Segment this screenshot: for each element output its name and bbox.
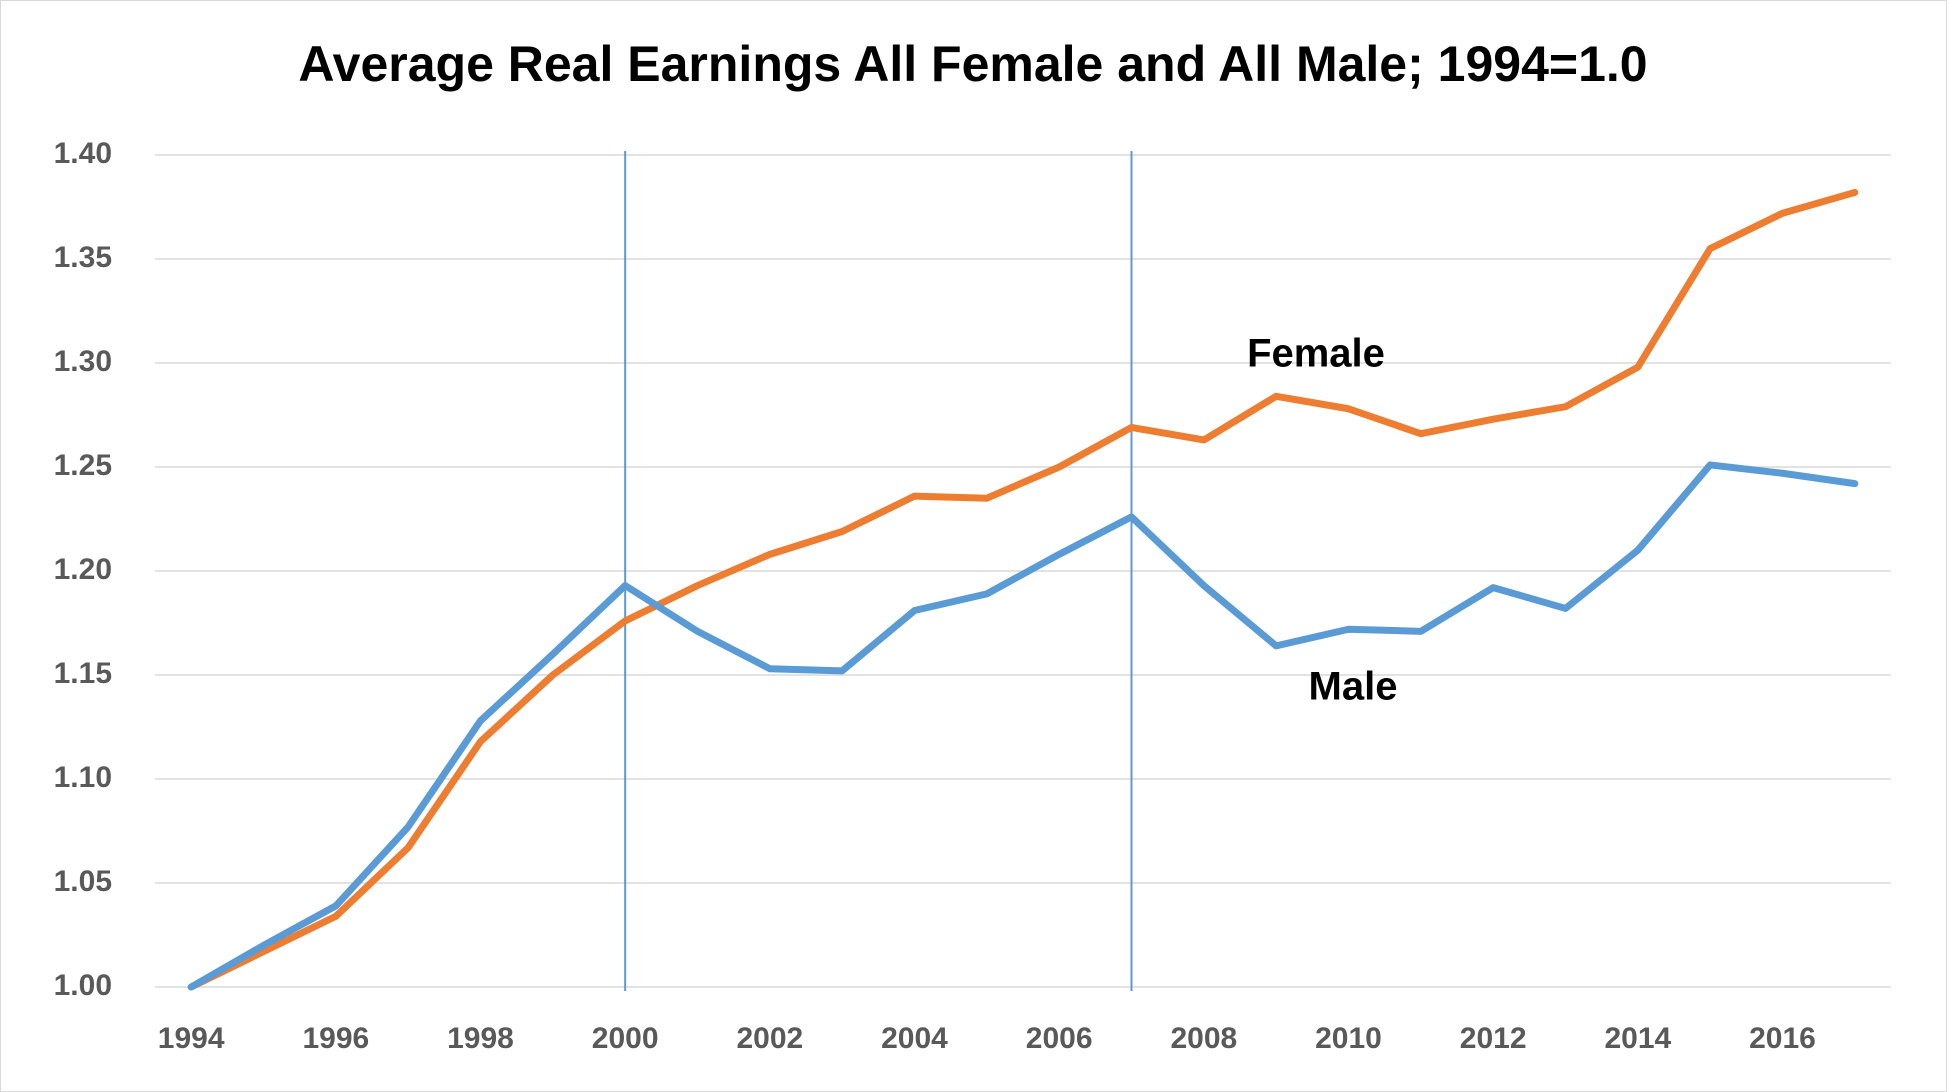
y-tick-label: 1.15 <box>54 657 112 690</box>
chart-title: Average Real Earnings All Female and All… <box>298 36 1647 92</box>
x-tick-label: 2000 <box>592 1022 659 1055</box>
x-tick-label: 2016 <box>1749 1022 1816 1055</box>
data-line <box>187 188 1859 991</box>
x-tick-label: 1998 <box>447 1022 514 1055</box>
y-tick-label: 1.25 <box>54 449 112 482</box>
x-tick-label: 2002 <box>736 1022 803 1055</box>
x-tick-label: 1994 <box>158 1022 225 1055</box>
series-label: Male <box>1309 665 1398 709</box>
x-tick-label: 2010 <box>1315 1022 1382 1055</box>
x-tick-label: 2004 <box>881 1022 948 1055</box>
x-tick-label: 2012 <box>1460 1022 1527 1055</box>
y-tick-label: 1.40 <box>54 137 112 170</box>
y-tick-label: 1.10 <box>54 761 112 794</box>
x-tick-label: 2006 <box>1026 1022 1093 1055</box>
data-line <box>187 461 1859 991</box>
x-tick-label: 2008 <box>1170 1022 1237 1055</box>
y-tick-label: 1.00 <box>54 969 112 1002</box>
y-tick-label: 1.30 <box>54 345 112 378</box>
series-label: Female <box>1247 332 1385 376</box>
y-tick-label: 1.20 <box>54 553 112 586</box>
y-tick-label: 1.35 <box>54 241 112 274</box>
x-tick-label: 2014 <box>1604 1022 1671 1055</box>
y-tick-label: 1.05 <box>54 865 112 898</box>
x-tick-label: 1996 <box>302 1022 369 1055</box>
